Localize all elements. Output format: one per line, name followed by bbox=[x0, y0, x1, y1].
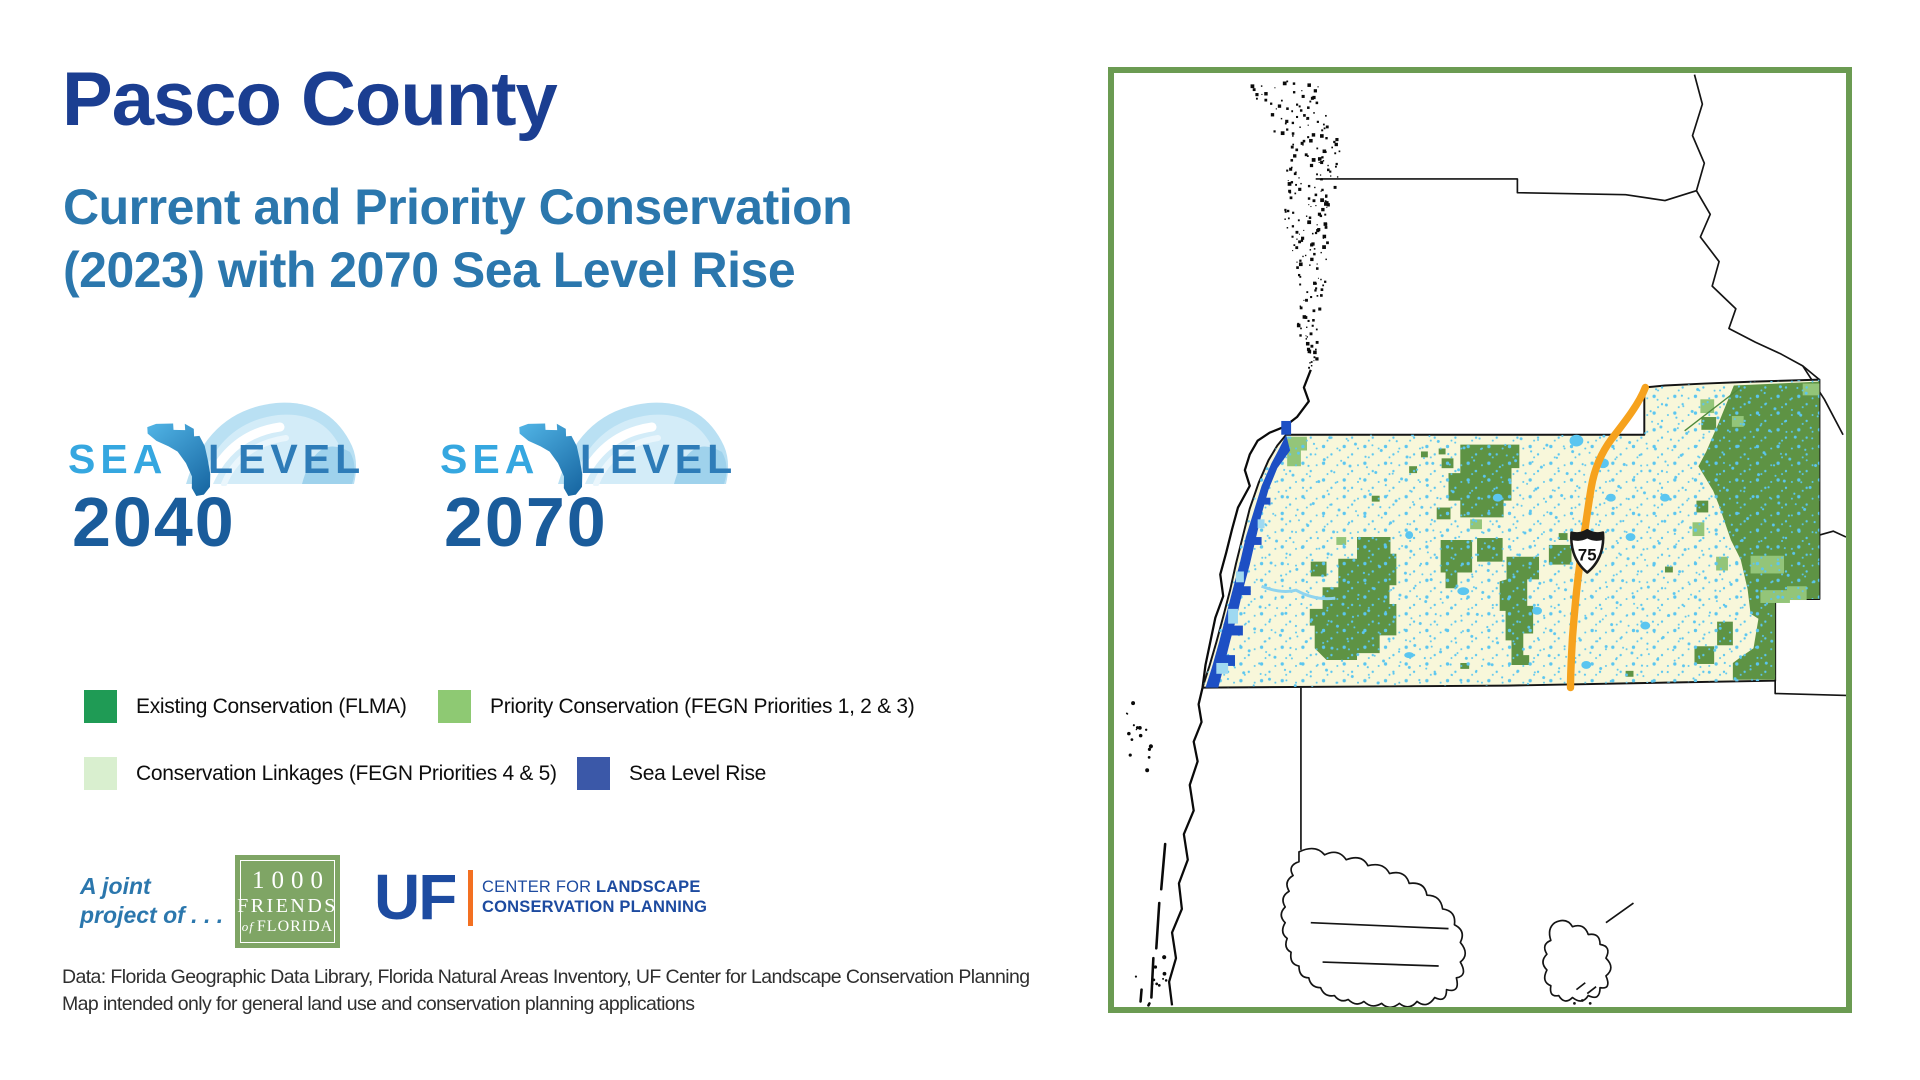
thousand-friends-of-florida-logo: 1000 FRIENDS of FLORIDA bbox=[235, 855, 340, 948]
logo-word-level: LEVEL bbox=[208, 436, 366, 482]
map-panel: 75 bbox=[1108, 67, 1852, 1013]
sea-level-2040-logo: SEA LEVEL 2040 bbox=[62, 398, 372, 561]
attribution-line-1: Data: Florida Geographic Data Library, F… bbox=[62, 966, 1030, 988]
sea-level-rise-band bbox=[1205, 420, 1292, 688]
barrier-islands bbox=[1139, 842, 1167, 1007]
page-subtitle: Current and Priority Conservation (2023)… bbox=[63, 176, 853, 302]
joint-line-2: project of . . . bbox=[80, 902, 224, 928]
legend-swatch-priority-conservation bbox=[438, 690, 471, 723]
uf-center-name: CENTER FOR LANDSCAPE CONSERVATION PLANNI… bbox=[482, 878, 708, 916]
uf-monogram: UF bbox=[374, 861, 457, 933]
county-boundary-lines bbox=[1300, 74, 1847, 850]
shield-number: 75 bbox=[1578, 546, 1597, 565]
interstate-75-shield: 75 bbox=[1570, 528, 1605, 574]
florida-silhouette-icon bbox=[147, 423, 211, 496]
lakes bbox=[1261, 434, 1670, 669]
coastal-marsh-speckle bbox=[1250, 80, 1341, 369]
coastal-islets bbox=[1125, 701, 1168, 987]
legend-label: Sea Level Rise bbox=[629, 761, 767, 785]
joint-project-caption: A joint project of . . . bbox=[80, 872, 223, 930]
legend-swatch-existing-conservation bbox=[84, 690, 117, 723]
gulf-coastline bbox=[1167, 369, 1312, 1006]
logo-year: 2070 bbox=[444, 483, 608, 561]
wave-icon bbox=[558, 402, 729, 486]
logo-year: 2040 bbox=[72, 483, 236, 561]
friends-logo-line2: FRIENDS bbox=[237, 895, 338, 918]
page-title: Pasco County bbox=[62, 57, 558, 142]
subtitle-line-1: Current and Priority Conservation bbox=[63, 179, 853, 235]
uf-logo-divider bbox=[468, 870, 473, 926]
data-attribution: Data: Florida Geographic Data Library, F… bbox=[62, 964, 1030, 1018]
wave-icon bbox=[186, 402, 357, 486]
logo-word-sea: SEA bbox=[68, 436, 168, 482]
florida-silhouette-icon bbox=[519, 423, 583, 496]
subtitle-line-2: (2023) with 2070 Sea Level Rise bbox=[63, 242, 796, 298]
rail-trail bbox=[1684, 386, 1742, 432]
friends-logo-line3: of FLORIDA bbox=[241, 917, 334, 935]
legend-label: Conservation Linkages (FEGN Priorities 4… bbox=[136, 761, 557, 785]
logo-word-level: LEVEL bbox=[580, 436, 738, 482]
conservation-map: 75 bbox=[1125, 74, 1847, 1009]
wetland-speckle bbox=[1202, 379, 1820, 688]
attribution-line-2: Map intended only for general land use a… bbox=[62, 993, 695, 1015]
logo-word-sea: SEA bbox=[440, 436, 540, 482]
joint-line-1: A joint bbox=[80, 873, 151, 899]
legend-item-existing-conservation: Existing Conservation (FLMA) bbox=[84, 690, 407, 723]
bay-dots bbox=[1573, 999, 1592, 1005]
legend-swatch-sea-level-rise bbox=[577, 757, 610, 790]
legend-item-sea-level-rise: Sea Level Rise bbox=[577, 757, 766, 790]
legend-item-priority-conservation: Priority Conservation (FEGN Priorities 1… bbox=[438, 690, 915, 723]
legend-swatch-conservation-linkages bbox=[84, 757, 117, 790]
friends-logo-line1: 1000 bbox=[252, 867, 330, 895]
legend-label: Existing Conservation (FLMA) bbox=[136, 694, 407, 718]
tampa-bay-outlines bbox=[1280, 847, 1634, 1009]
legend-label: Priority Conservation (FEGN Priorities 1… bbox=[490, 694, 915, 718]
sea-level-2070-logo: SEA LEVEL 2070 bbox=[434, 398, 744, 561]
interstate-75-road bbox=[1566, 383, 1649, 692]
legend-item-conservation-linkages: Conservation Linkages (FEGN Priorities 4… bbox=[84, 757, 557, 790]
